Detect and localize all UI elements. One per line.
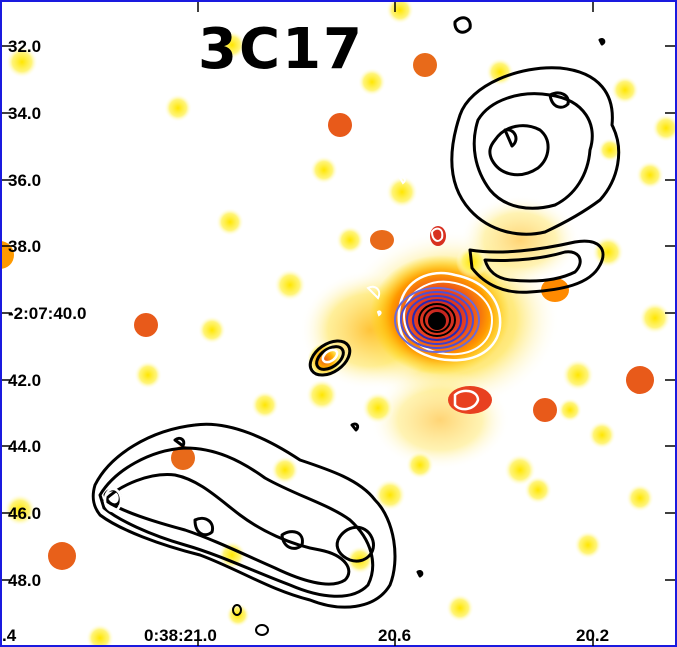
y-tick-label: 46.0 [8, 504, 41, 523]
x-tick-label: 20.6 [378, 626, 411, 645]
y-tick-label: 36.0 [8, 171, 41, 190]
y-tick-label: 44.0 [8, 437, 41, 456]
y-tick-label: 32.0 [8, 37, 41, 56]
y-tick-label: 48.0 [8, 571, 41, 590]
x-tick-label: 0:38:21.0 [144, 626, 217, 645]
y-tick-label: 34.0 [8, 104, 41, 123]
y-tick-labels: 32.0 34.0 36.0 38.0 -2:07:40.0 42.0 44.0… [8, 37, 86, 590]
radio-lobe-southeast-contours [91, 422, 424, 609]
radio-lobe-northwest-contours [450, 16, 621, 294]
y-tick-label: 38.0 [8, 237, 41, 256]
radio-knot-contours [103, 339, 352, 636]
x-tick-labels: .4 0:38:21.0 20.6 20.2 [2, 626, 609, 645]
y-tick-label: 42.0 [8, 371, 41, 390]
y-tick-label: -2:07:40.0 [8, 304, 86, 323]
image-title: 3C17 [198, 17, 364, 82]
x-tick-label: .4 [2, 626, 17, 645]
xray-photon-blobs [4, 0, 677, 647]
radio-core-contours [366, 176, 502, 411]
x-tick-label: 20.2 [576, 626, 609, 645]
